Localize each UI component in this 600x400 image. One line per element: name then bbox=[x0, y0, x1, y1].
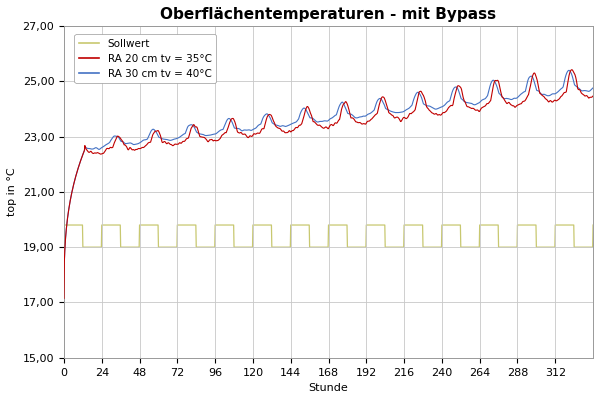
X-axis label: Stunde: Stunde bbox=[308, 383, 349, 393]
Title: Oberflächentemperaturen - mit Bypass: Oberflächentemperaturen - mit Bypass bbox=[160, 7, 497, 22]
Y-axis label: top in °C: top in °C bbox=[7, 168, 17, 216]
Legend: Sollwert, RA 20 cm tv = 35°C, RA 30 cm tv = 40°C: Sollwert, RA 20 cm tv = 35°C, RA 30 cm t… bbox=[74, 34, 216, 83]
